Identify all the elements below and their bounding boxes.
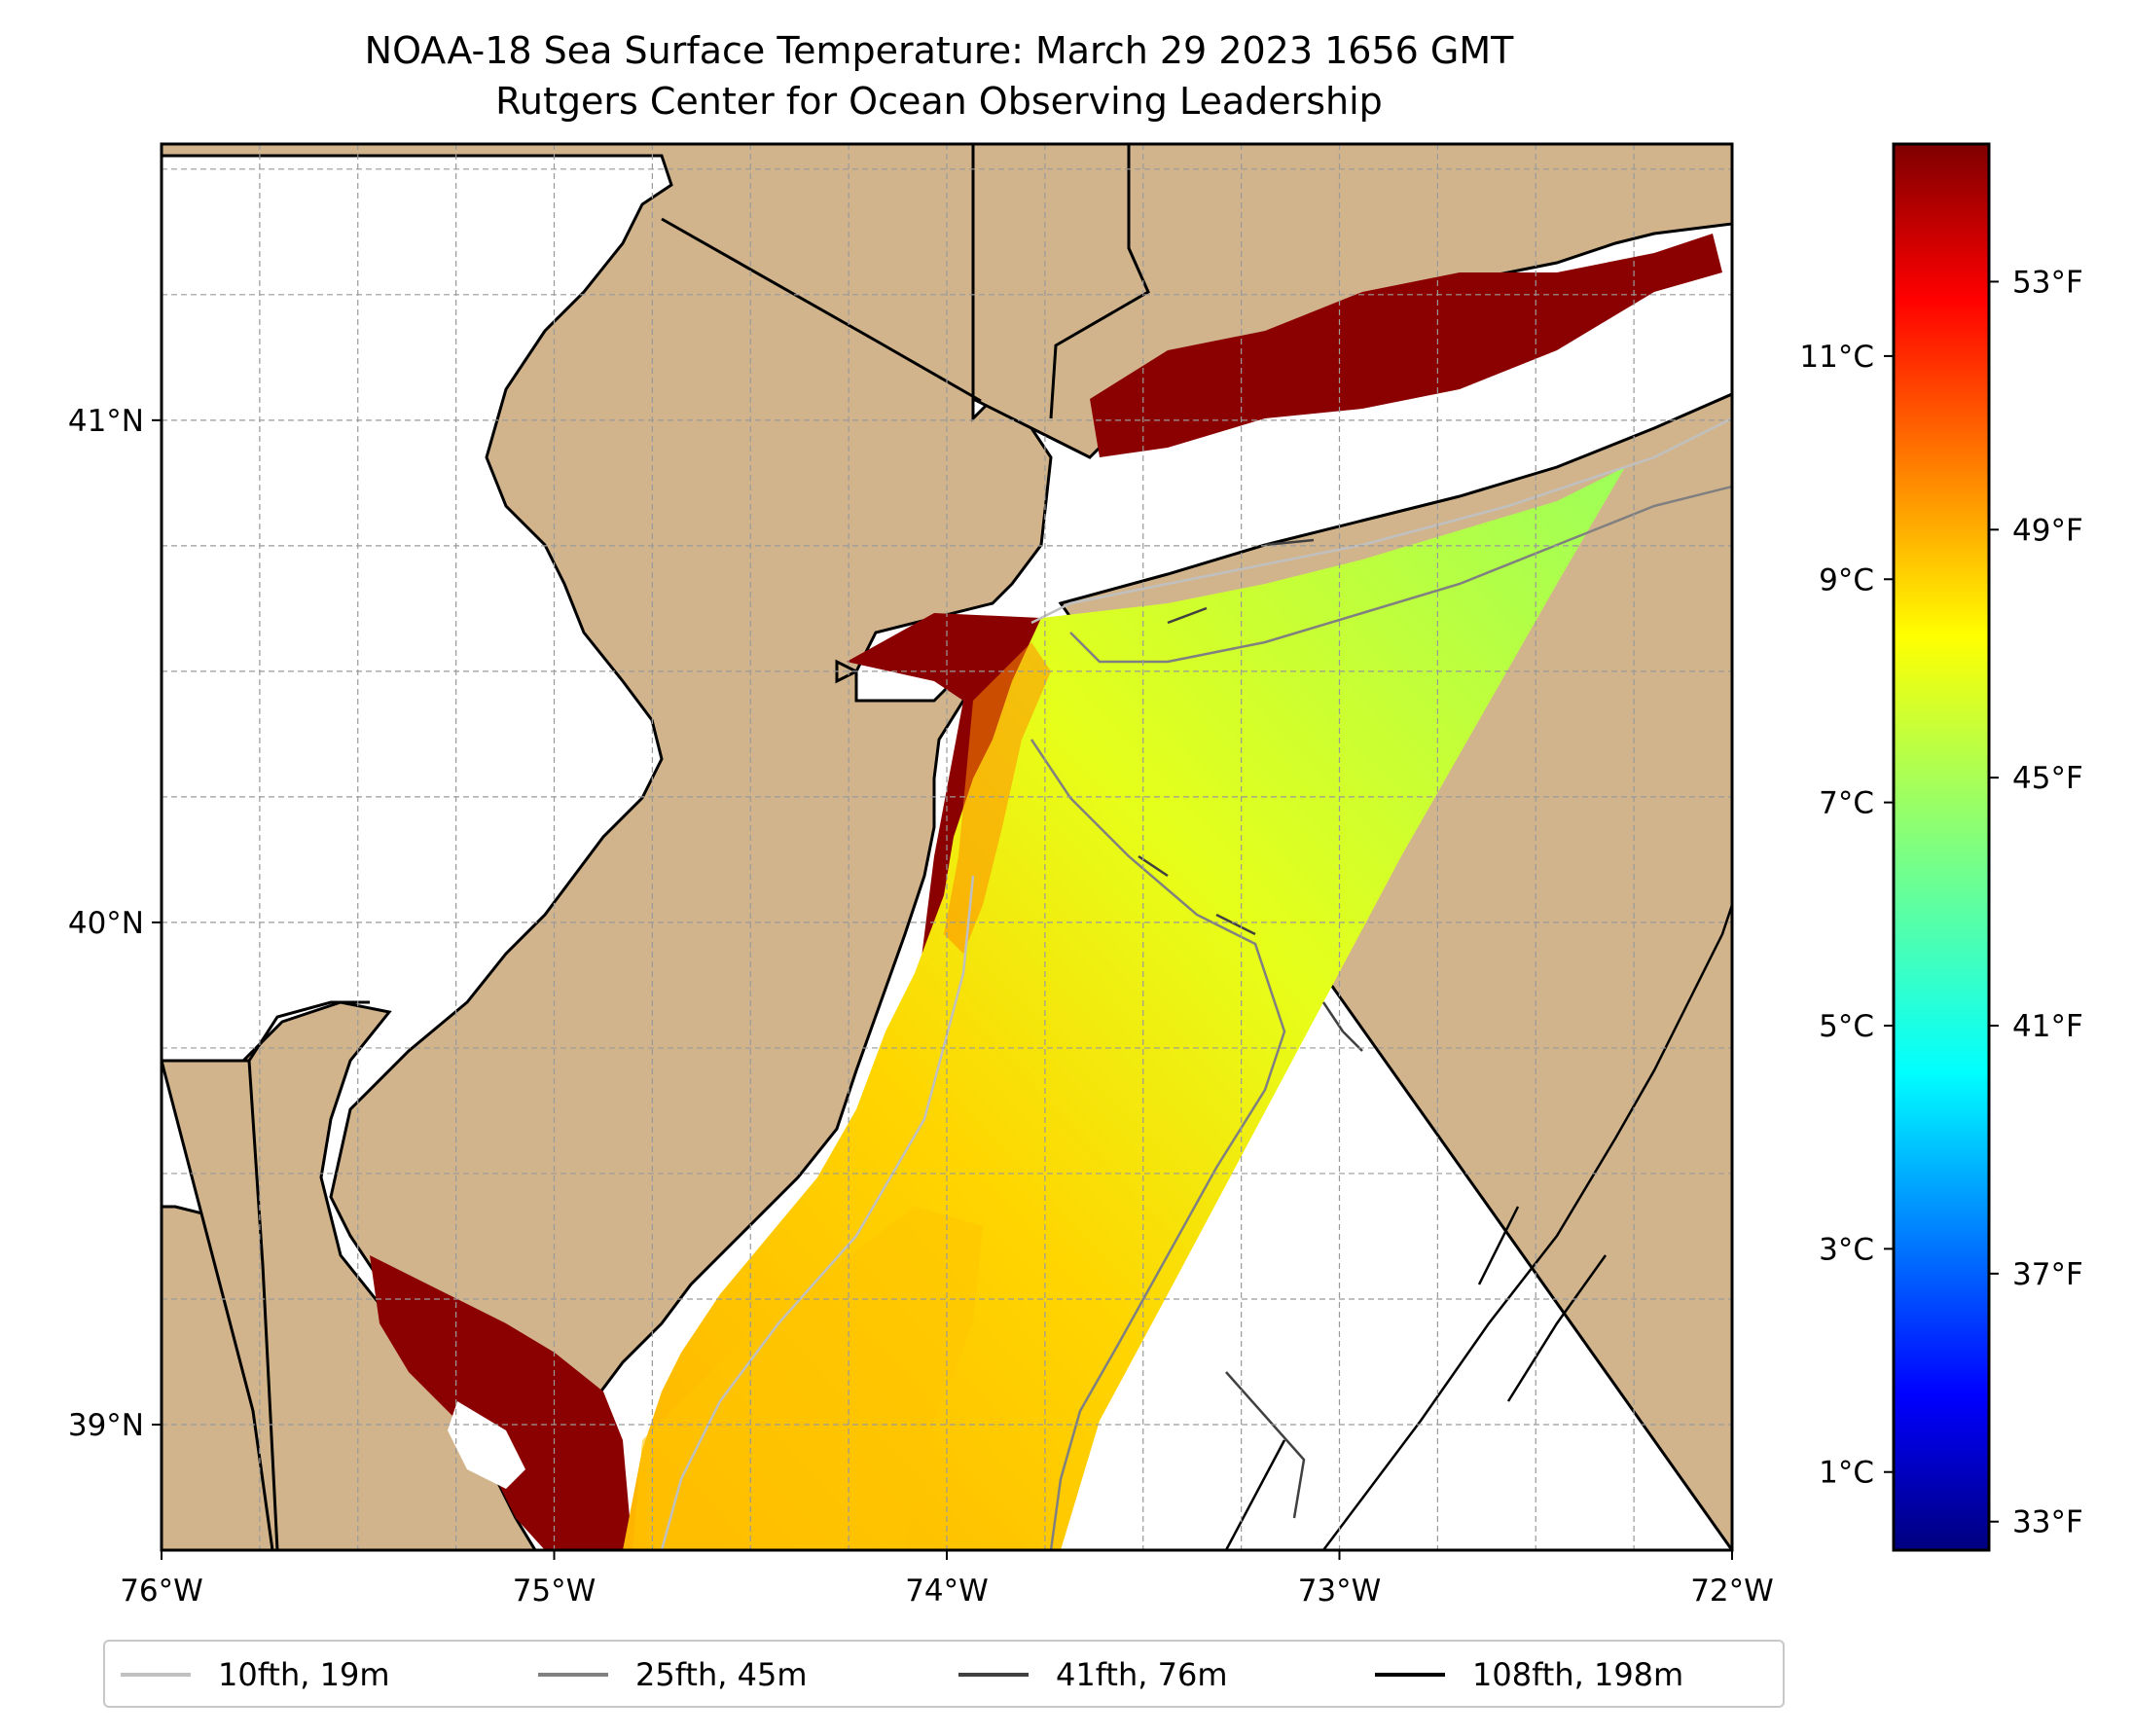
colorbar-fahrenheit-ticks: 33°F 37°F 41°F 45°F 49°F 53°F: [1989, 265, 2083, 1540]
celsius-tick-label: 3°C: [1819, 1232, 1874, 1267]
x-tick-label: 74°W: [905, 1573, 989, 1609]
legend-label: 25fth, 45m: [635, 1656, 808, 1693]
sst-coastal-warm: [944, 642, 1051, 954]
legend-item: 10fth, 19m: [121, 1655, 389, 1694]
isobath-108fth: [1224, 904, 1732, 1550]
celsius-tick-label: 7°C: [1819, 786, 1874, 821]
state-border-de-md: [247, 1060, 279, 1550]
colorbar-celsius-ticks: 1°C 3°C 5°C 7°C 9°C 11°C: [1799, 340, 1894, 1491]
state-border-ny-ct: [1049, 144, 1150, 419]
fahrenheit-tick-label: 45°F: [2012, 761, 2083, 796]
x-tick-label: 73°W: [1298, 1573, 1382, 1609]
isobath-25fth: [1030, 485, 1732, 1550]
state-border-pa-de: [162, 1000, 370, 1063]
celsius-tick-label: 9°C: [1819, 562, 1874, 597]
fahrenheit-tick-label: 41°F: [2012, 1009, 2083, 1044]
legend-swatch-108fth: [1375, 1673, 1445, 1677]
legend-swatch-25fth: [538, 1673, 608, 1677]
sst-delaware-bay-white: [448, 1401, 525, 1489]
isobath-legend: 10fth, 19m 25fth, 45m 41fth, 76m 108fth,…: [103, 1640, 1785, 1708]
legend-swatch-10fth: [121, 1673, 191, 1677]
legend-item: 25fth, 45m: [538, 1655, 807, 1694]
legend-item: 108fth, 198m: [1375, 1655, 1683, 1694]
legend-label: 108fth, 198m: [1472, 1656, 1684, 1693]
celsius-tick-label: 1°C: [1819, 1456, 1874, 1491]
y-tick-label: 40°N: [68, 906, 144, 941]
legend-item: 41fth, 76m: [958, 1655, 1227, 1694]
x-tick-label: 72°W: [1690, 1573, 1774, 1609]
celsius-tick-label: 11°C: [1799, 340, 1874, 375]
map-gridlines: [161, 144, 1732, 1551]
legend-label: 41fth, 76m: [1056, 1656, 1228, 1693]
fahrenheit-tick-label: 49°F: [2012, 513, 2083, 548]
sst-long-island-sound: [1090, 234, 1722, 457]
y-tick-label: 41°N: [68, 404, 144, 439]
isobath-41fth: [1138, 538, 1363, 1519]
sst-delaware-bay: [370, 1255, 632, 1550]
chart-title: NOAA-18 Sea Surface Temperature: March 2…: [364, 29, 1514, 72]
fahrenheit-tick-label: 37°F: [2012, 1257, 2083, 1292]
x-tick-label: 76°W: [120, 1573, 203, 1609]
celsius-tick-label: 5°C: [1819, 1009, 1874, 1044]
sst-warm-patch: [632, 1207, 983, 1550]
longitude-ticks: 76°W 75°W 74°W 73°W 72°W: [120, 1550, 1774, 1609]
chart-subtitle: Rutgers Center for Ocean Observing Leade…: [495, 80, 1383, 123]
legend-label: 10fth, 19m: [218, 1656, 390, 1693]
latitude-ticks: 39°N 40°N 41°N: [68, 404, 162, 1443]
fahrenheit-tick-label: 33°F: [2012, 1505, 2083, 1540]
state-border-ny-nj: [661, 217, 982, 403]
legend-swatch-41fth: [958, 1673, 1029, 1677]
isobath-10fth: [660, 416, 1732, 1550]
fahrenheit-tick-label: 53°F: [2012, 265, 2083, 300]
colorbar: [1892, 142, 1991, 1552]
x-tick-label: 75°W: [513, 1573, 596, 1609]
y-tick-label: 39°N: [68, 1408, 144, 1443]
